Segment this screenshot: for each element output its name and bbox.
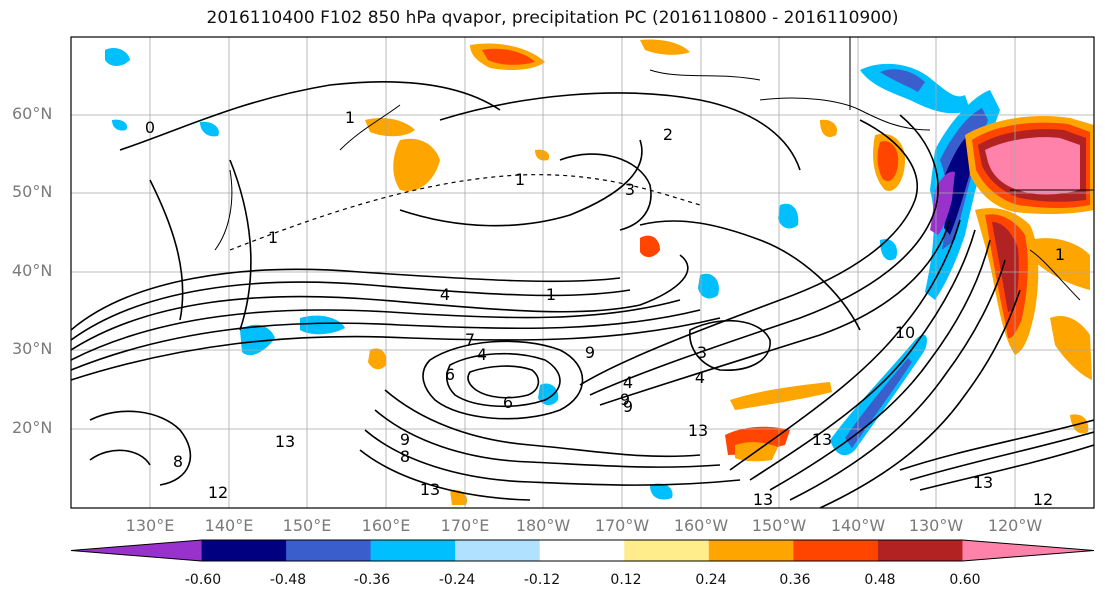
lon-label-160w: 160°W xyxy=(673,516,729,535)
colorbar-outline xyxy=(70,539,1095,562)
lon-label-140w: 140°W xyxy=(830,516,886,535)
contour-label: 9 xyxy=(400,430,410,449)
contour-label: 1 xyxy=(268,228,278,247)
lon-label-120w: 120°W xyxy=(987,516,1043,535)
contour-label: 9 xyxy=(585,343,595,362)
contour-label: 4 xyxy=(477,345,487,364)
colorbar-tick-label: -0.48 xyxy=(269,572,307,588)
contour-label: 7 xyxy=(465,330,475,349)
coastlines xyxy=(214,37,1094,301)
colorbar-tick-label: 0.12 xyxy=(610,572,642,588)
contour-label: 12 xyxy=(208,483,228,502)
contour-label: 9 xyxy=(623,397,633,416)
contour-label: 13 xyxy=(973,473,993,492)
lon-label-180w: 180°W xyxy=(515,516,571,535)
lon-label-170e: 170°E xyxy=(440,516,490,535)
colorbar-swatch xyxy=(962,540,1094,561)
lon-label-160e: 160°E xyxy=(361,516,411,535)
colorbar-swatch xyxy=(877,540,963,561)
colorbar-swatch xyxy=(708,540,794,561)
contour-label: 2 xyxy=(663,125,673,144)
contour-label: 4 xyxy=(623,373,633,392)
lat-label-40n: 40°N xyxy=(12,261,53,280)
colorbar-swatch xyxy=(286,540,372,561)
contour-label: 6 xyxy=(445,365,455,384)
colorbar-tick-label: 0.24 xyxy=(695,572,727,588)
contour-label: 3 xyxy=(697,343,707,362)
colorbar-tick-label: 0.60 xyxy=(949,572,981,588)
colorbar-tick-label: -0.24 xyxy=(438,572,476,588)
contour-label: 1 xyxy=(546,285,556,304)
colorbar-tick-label: -0.12 xyxy=(523,572,561,588)
dashed-contour xyxy=(229,174,701,251)
colorbar-swatch xyxy=(201,540,287,561)
contour-label: 1 xyxy=(345,108,355,127)
contour-label: 8 xyxy=(400,447,410,466)
colorbar-swatch xyxy=(539,540,625,561)
contour-label: 1 xyxy=(515,170,525,189)
colorbar-swatch xyxy=(370,540,456,561)
colorbar xyxy=(70,539,1095,562)
lon-label-130e: 130°E xyxy=(125,516,175,535)
map-title: 2016110400 F102 850 hPa qvapor, precipit… xyxy=(206,8,899,28)
colorbar-tick-label: -0.36 xyxy=(353,572,391,588)
precip-anomaly-shading xyxy=(105,39,1094,505)
lon-label-130w: 130°W xyxy=(908,516,964,535)
contour-label: 13 xyxy=(688,421,708,440)
contour-label: 4 xyxy=(440,285,450,304)
colorbar-swatch xyxy=(71,540,202,561)
contour-label: 10 xyxy=(895,323,915,342)
colorbar-tick-label: -0.60 xyxy=(184,572,222,588)
colorbar-tick-label: 0.48 xyxy=(864,572,896,588)
contour-label: 3 xyxy=(625,180,635,199)
contour-label: 4 xyxy=(695,368,705,387)
qvapor-contours xyxy=(71,81,1094,508)
contour-label: 13 xyxy=(812,430,832,449)
contour-label: 13 xyxy=(420,480,440,499)
lon-label-170w: 170°W xyxy=(594,516,650,535)
contour-label: 6 xyxy=(503,393,513,412)
lat-label-30n: 30°N xyxy=(12,339,53,358)
lon-label-150e: 150°E xyxy=(282,516,332,535)
colorbar-tick-label: 0.36 xyxy=(779,572,811,588)
lon-label-150w: 150°W xyxy=(751,516,807,535)
colorbar-swatch xyxy=(793,540,879,561)
contour-label: 8 xyxy=(173,452,183,471)
contour-label: 9 xyxy=(620,390,630,409)
lon-label-140e: 140°E xyxy=(204,516,254,535)
colorbar-swatch xyxy=(455,540,541,561)
contour-label: 1 xyxy=(1055,245,1065,264)
contour-label: 0 xyxy=(145,118,155,137)
contour-label: 13 xyxy=(275,432,295,451)
lat-label-20n: 20°N xyxy=(12,418,53,437)
contour-label: 13 xyxy=(753,490,773,509)
map-frame xyxy=(70,36,1095,509)
colorbar-swatch xyxy=(624,540,710,561)
contour-label: 12 xyxy=(1033,490,1053,509)
lat-label-60n: 60°N xyxy=(12,104,53,123)
lat-label-50n: 50°N xyxy=(12,182,53,201)
